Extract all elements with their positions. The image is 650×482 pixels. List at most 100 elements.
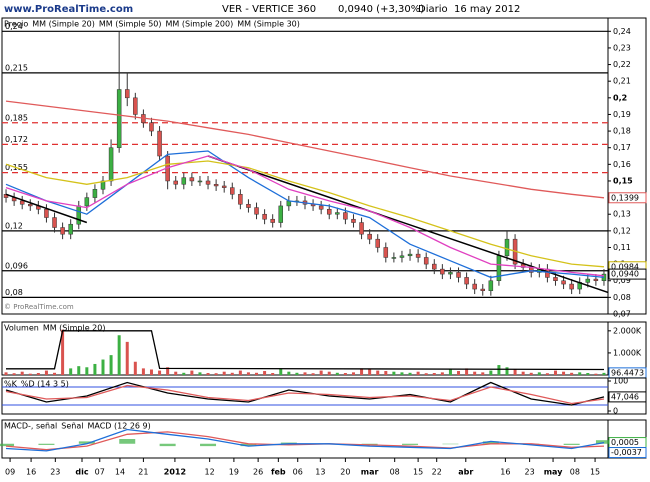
value-tag-label: 0,0940 (611, 270, 639, 279)
x-tick-label: 19 (229, 468, 239, 477)
instrument: VER - VERTICE 360 (222, 4, 316, 15)
x-tick-label: 23 (50, 468, 60, 477)
volume-bar (255, 372, 259, 375)
candle-body (545, 268, 550, 278)
volume-bar (271, 373, 275, 375)
y-tick-label: 2.000K (613, 326, 642, 335)
candle-body (343, 212, 348, 220)
candle-body (52, 217, 57, 228)
volume-bar (303, 372, 307, 375)
candle-body (480, 288, 486, 291)
volume-bar (149, 369, 153, 375)
volume-bar (553, 370, 557, 375)
candle-body (19, 200, 25, 205)
volume-bar (311, 373, 315, 375)
candle-body (181, 177, 187, 185)
value-tag (608, 391, 647, 403)
candle-body (270, 218, 275, 223)
volume-bar (133, 361, 137, 375)
candle-body (262, 213, 267, 220)
y-tick-label: 0,15 (613, 176, 633, 185)
legend-entry: %K (4, 380, 18, 389)
candle-body (238, 194, 243, 205)
volume-bar (489, 370, 493, 375)
x-tick-label: 15 (413, 468, 423, 477)
value-tag (608, 447, 647, 459)
candle-body (415, 253, 421, 258)
candle-body (44, 208, 49, 218)
volume-bar (368, 369, 372, 375)
legend-entry: MM (Simple 50) (99, 20, 162, 29)
volume-bar (85, 367, 89, 375)
candle-body (472, 283, 477, 290)
x-tick-label: 09 (5, 468, 15, 477)
candle-body (213, 184, 219, 187)
x-tick-label: may (544, 468, 563, 477)
x-tick-label: 16 (500, 468, 510, 477)
macd-histogram-bar (200, 443, 217, 447)
volume-bar (521, 371, 525, 375)
x-tick-label: mar (361, 468, 379, 477)
volume-bar (44, 370, 48, 375)
candle-body (464, 277, 469, 285)
level-label: 0,185 (5, 113, 28, 122)
macd-histogram-bar (240, 443, 257, 447)
x-tick-label: 23 (525, 468, 535, 477)
value-tag (608, 192, 647, 204)
value-tag-label: 96.4473 (611, 368, 644, 377)
value-tag-label: 0,0005 (611, 438, 639, 447)
candle-body (278, 205, 284, 223)
volume-bar (93, 363, 97, 375)
legend-entry: Volumen (4, 324, 39, 333)
volume-bar (109, 355, 113, 375)
y-tick-label: 0,07 (613, 310, 631, 319)
candle-body (149, 122, 154, 132)
x-tick-label: dic (75, 468, 88, 477)
legend-entry: %D (14 3 5) (21, 380, 69, 389)
volume-bar (570, 372, 574, 375)
y-tick-label: 0,17 (613, 143, 631, 152)
x-tick-label: 13 (315, 468, 325, 477)
candle-body (157, 130, 162, 157)
volume-bar (20, 371, 24, 375)
candle-body (496, 255, 502, 281)
legend-entry: MM (Simple 200) (166, 20, 234, 29)
x-tick-label: 20 (340, 468, 350, 477)
level-label: 0,215 (5, 63, 28, 72)
candle-body (60, 227, 65, 235)
y-tick-label: 0,13 (613, 210, 631, 219)
y-tick-label: 0,11 (613, 243, 631, 252)
y-tick-label: 0,24 (613, 27, 631, 36)
level-label: 0,172 (5, 135, 28, 144)
volume-bar (537, 372, 541, 375)
candle-body (391, 257, 397, 259)
volume-bar (586, 373, 590, 375)
legend-entry: MACD (12 26 9) (87, 422, 150, 431)
x-tick-label: 06 (293, 468, 303, 477)
candle-body (230, 187, 235, 195)
volume-bar (376, 370, 380, 375)
candle-body (553, 277, 558, 281)
volume-bar (505, 367, 509, 375)
volume-bar (36, 373, 40, 375)
candle-body (432, 263, 437, 270)
macd-histogram-bar (38, 443, 55, 445)
indicator-line (5, 100, 605, 199)
y-tick-label: 0,16 (613, 160, 631, 169)
volume-bar (182, 372, 186, 375)
candle-body (68, 223, 73, 235)
candle-body (92, 189, 98, 198)
y-tick-label: 0,19 (613, 110, 631, 119)
volume-bar (432, 373, 436, 375)
volume-bar (448, 369, 452, 375)
candle-body (448, 272, 453, 275)
volume-bar (440, 372, 444, 375)
volume-bar (246, 372, 250, 375)
volume-bar (101, 359, 105, 375)
x-tick-label: 15 (590, 468, 600, 477)
volume-bar (351, 372, 355, 375)
macd-histogram-bar (595, 440, 612, 444)
y-tick-label: 1.000K (613, 348, 642, 357)
panel-frame (1, 377, 647, 415)
volume-bar (117, 335, 121, 375)
